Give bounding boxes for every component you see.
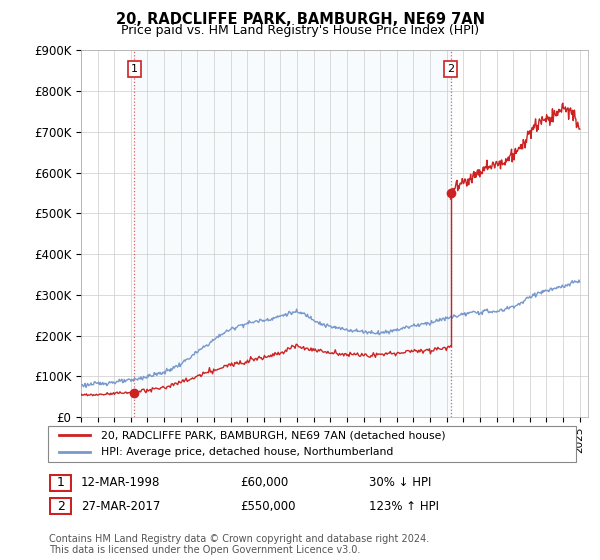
Text: 123% ↑ HPI: 123% ↑ HPI [369,500,439,513]
Bar [134,50,451,417]
Text: £550,000: £550,000 [240,500,296,513]
FancyBboxPatch shape [50,475,71,491]
Text: 1: 1 [56,476,65,489]
Text: £60,000: £60,000 [240,476,288,489]
FancyBboxPatch shape [48,426,576,462]
Text: 12-MAR-1998: 12-MAR-1998 [81,476,160,489]
FancyBboxPatch shape [50,498,71,514]
Text: 30% ↓ HPI: 30% ↓ HPI [369,476,431,489]
Text: 2: 2 [56,500,65,513]
Text: This data is licensed under the Open Government Licence v3.0.: This data is licensed under the Open Gov… [49,545,361,555]
Text: 20, RADCLIFFE PARK, BAMBURGH, NE69 7AN (detached house): 20, RADCLIFFE PARK, BAMBURGH, NE69 7AN (… [101,431,445,440]
Text: Price paid vs. HM Land Registry's House Price Index (HPI): Price paid vs. HM Land Registry's House … [121,24,479,36]
Text: 20, RADCLIFFE PARK, BAMBURGH, NE69 7AN: 20, RADCLIFFE PARK, BAMBURGH, NE69 7AN [115,12,485,27]
Text: HPI: Average price, detached house, Northumberland: HPI: Average price, detached house, Nort… [101,447,393,457]
Text: 2: 2 [447,64,454,74]
Text: Contains HM Land Registry data © Crown copyright and database right 2024.: Contains HM Land Registry data © Crown c… [49,534,430,544]
Text: 27-MAR-2017: 27-MAR-2017 [81,500,160,513]
Text: 1: 1 [131,64,138,74]
